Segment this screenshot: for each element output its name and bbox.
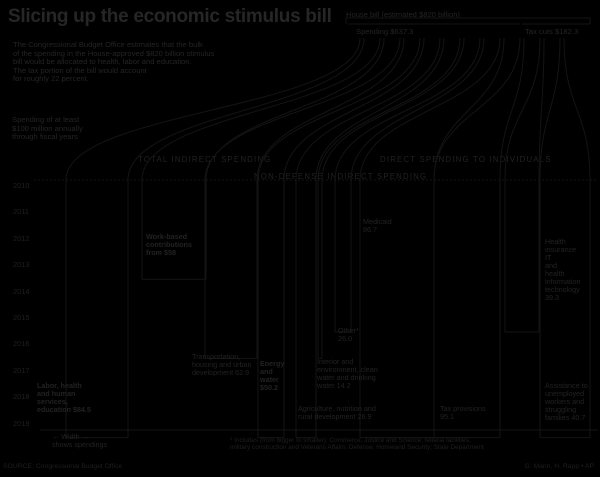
category-label-9: Health insurance IT and health informati… [545,237,581,303]
flow-left-8 [433,37,521,438]
year-tick-2019: 2019 [13,418,30,428]
category-label-3: Energy and water $50.2 [260,359,285,393]
category-label-2: Transportation, housing and urban develo… [192,352,252,378]
flow-left-10 [539,37,561,438]
category-label-1: Work-based contributions from $58 [146,232,192,258]
category-label-7: Medicaid 86.7 [363,217,392,235]
flow-left-6 [334,37,481,332]
category-label-10: Assistance to unemployed workers and str… [545,381,588,423]
category-label-0: Labor, health and human services, educat… [37,381,91,415]
flow-left-5 [317,37,461,359]
flow-right-9 [538,37,545,332]
chart-title: Slicing up the economic stimulus bill [8,6,332,27]
category-label-6: Other* 26.0 [338,326,359,344]
flow-right-7 [433,37,505,438]
year-tick-2011: 2011 [13,207,29,217]
year-tick-2012: 2012 [13,233,30,243]
flow-left-7 [359,37,501,438]
category-label-8: Tax provisions 95.1 [440,404,486,422]
flow-right-3 [283,37,425,438]
flow-left-0 [65,37,361,438]
section-nondefense: NON-DEFENSE INDIRECT SPENDING [254,172,428,181]
intro-text: The Congressional Budget Office estimate… [13,40,215,83]
flow-left-3 [257,37,421,438]
flow-left-4 [295,37,441,438]
flow-right-2 [256,37,405,359]
flow-right-8 [499,37,525,438]
flow-left-1 [141,37,381,280]
flow-left-9 [504,37,541,332]
spending-total-label: Spending $637.3 [356,27,414,36]
house-bill-label: House bill (estimated $820 billion) [346,10,460,19]
flow-left-2 [204,37,401,359]
flow-right-1 [205,37,385,280]
category-label-4: Agriculture, nutrition and rural develop… [298,404,376,422]
year-tick-2013: 2013 [13,260,30,270]
section-total-indirect: TOTAL INDIRECT SPENDING [138,155,272,164]
year-tick-2010: 2010 [13,181,30,190]
year-tick-2018: 2018 [13,392,30,402]
width-note: ← Width → shows spendings [52,432,108,450]
source-note: SOURCE: Congressional Budget Office [3,463,123,470]
year-tick-2017: 2017 [13,365,30,375]
flow-right-6 [350,37,485,332]
flow-right-0 [127,37,365,438]
section-direct: DIRECT SPENDING TO INDIVIDUALS [380,155,552,164]
year-tick-2016: 2016 [13,339,30,349]
tax-cuts-label: Tax cuts $182.3 [525,27,579,36]
flow-right-5 [321,37,465,359]
year-tick-2015: 2015 [13,313,30,322]
spending-note: Spending of at least $100 million annual… [12,115,83,141]
year-tick-2014: 2014 [13,286,30,296]
credit-line: G. Marin, H. Rapp • AP [524,463,594,470]
flow-right-4 [315,37,445,438]
header-bracket [345,17,591,25]
flow-right-10 [563,37,591,438]
category-label-5: Interior and environment, clean water an… [317,357,378,391]
footnote: * Includes (from bigger to smaller): Com… [230,437,484,452]
